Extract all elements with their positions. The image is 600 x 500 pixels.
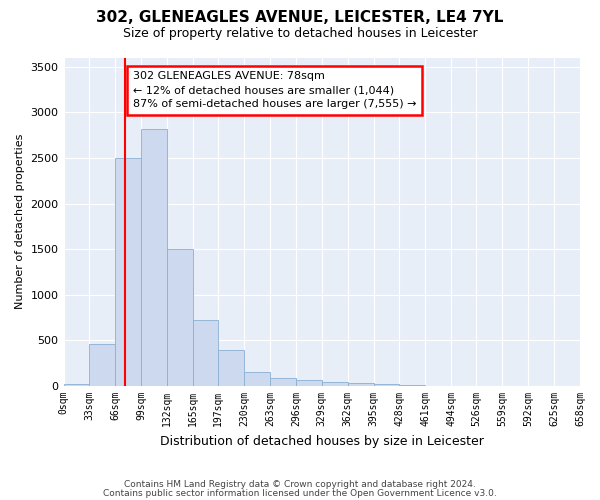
Bar	[400, 385, 425, 386]
Bar	[193, 320, 218, 386]
Bar	[89, 344, 115, 386]
Text: Contains HM Land Registry data © Crown copyright and database right 2024.: Contains HM Land Registry data © Crown c…	[124, 480, 476, 489]
Bar	[218, 350, 244, 386]
Bar	[322, 382, 347, 386]
Bar	[347, 384, 374, 386]
Bar	[244, 372, 270, 386]
X-axis label: Distribution of detached houses by size in Leicester: Distribution of detached houses by size …	[160, 434, 484, 448]
Bar	[115, 158, 141, 386]
Text: Contains public sector information licensed under the Open Government Licence v3: Contains public sector information licen…	[103, 490, 497, 498]
Bar	[270, 378, 296, 386]
Bar	[167, 249, 193, 386]
Bar	[141, 128, 167, 386]
Bar	[296, 380, 322, 386]
Text: 302 GLENEAGLES AVENUE: 78sqm
← 12% of detached houses are smaller (1,044)
87% of: 302 GLENEAGLES AVENUE: 78sqm ← 12% of de…	[133, 71, 416, 109]
Bar	[374, 384, 400, 386]
Bar	[64, 384, 89, 386]
Text: 302, GLENEAGLES AVENUE, LEICESTER, LE4 7YL: 302, GLENEAGLES AVENUE, LEICESTER, LE4 7…	[97, 10, 503, 25]
Text: Size of property relative to detached houses in Leicester: Size of property relative to detached ho…	[122, 28, 478, 40]
Y-axis label: Number of detached properties: Number of detached properties	[15, 134, 25, 310]
